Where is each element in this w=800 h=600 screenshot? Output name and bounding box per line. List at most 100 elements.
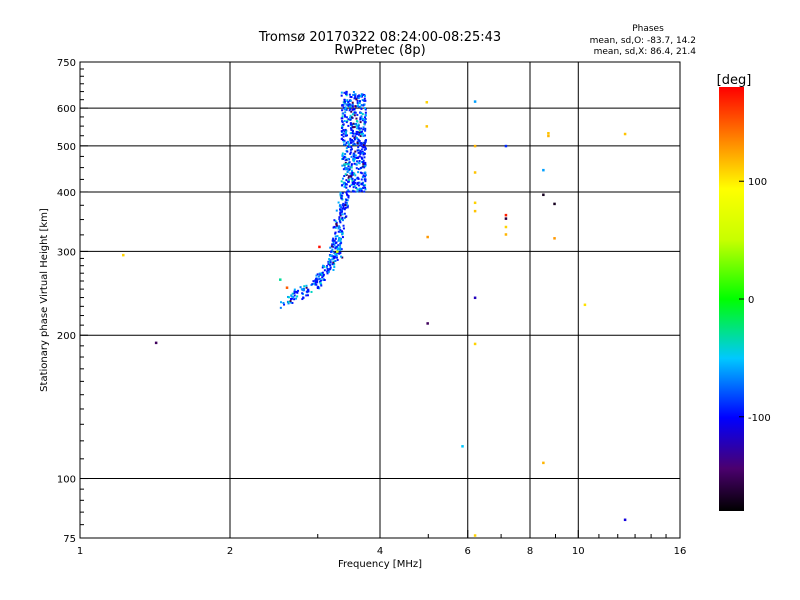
trace-point [339, 218, 342, 221]
trace-point [339, 211, 342, 214]
trace-point [290, 298, 293, 301]
x-tick-label: 16 [674, 546, 687, 557]
x-tick-label: 2 [227, 546, 233, 557]
trace-point [356, 99, 359, 102]
trace-point [364, 142, 367, 145]
x-tick-label: 10 [572, 546, 585, 557]
trace-point [362, 162, 365, 165]
trace-point [344, 201, 347, 204]
trace-point [347, 100, 350, 103]
trace-point [352, 180, 355, 183]
trace-point [347, 103, 350, 106]
trace-point [349, 172, 352, 175]
trace-point [334, 259, 337, 262]
trace-point [360, 148, 363, 151]
trace-point [338, 237, 341, 240]
scatter-point [473, 144, 477, 148]
trace-point [293, 288, 296, 291]
scatter-point [623, 518, 627, 522]
scatter-point [279, 278, 282, 281]
trace-point [334, 235, 337, 238]
trace-point [346, 190, 349, 193]
trace-point [345, 92, 348, 95]
trace-point [348, 185, 351, 188]
trace-point [360, 95, 363, 98]
trace-point [330, 254, 333, 257]
trace-point [338, 226, 341, 229]
trace-point [341, 112, 344, 115]
trace-point [315, 277, 318, 280]
trace-point [352, 122, 355, 125]
trace-point [341, 232, 344, 235]
trace-point [314, 279, 317, 282]
trace-point [329, 255, 332, 258]
trace-point [279, 306, 282, 309]
trace-point [334, 237, 337, 240]
trace-point [326, 272, 329, 275]
trace-point [343, 181, 346, 184]
trace-point [356, 160, 359, 163]
trace-point [352, 157, 355, 160]
trace-point [312, 280, 315, 283]
trace-point [333, 225, 336, 228]
trace-point [337, 226, 340, 229]
trace-point [360, 172, 363, 175]
trace-point [356, 138, 359, 141]
trace-point [351, 181, 354, 184]
scatter-point [553, 202, 556, 206]
trace-point [340, 197, 343, 200]
trace-point [292, 296, 295, 299]
trace-point [352, 143, 355, 146]
trace-point [357, 171, 360, 174]
trace-point [287, 302, 290, 305]
trace-point [361, 152, 364, 155]
scatter-point [473, 100, 477, 103]
trace-point [359, 150, 362, 153]
trace-point [314, 283, 317, 286]
trace-point [349, 116, 352, 119]
trace-point [338, 238, 341, 241]
trace-point [353, 157, 356, 160]
trace-point [354, 150, 357, 153]
trace-point [355, 132, 358, 135]
trace-point [363, 166, 366, 169]
trace-point [347, 189, 350, 192]
trace-point [342, 227, 345, 230]
trace-point [318, 272, 321, 275]
trace-point [363, 116, 366, 119]
trace-point [341, 177, 344, 180]
trace-point [328, 260, 331, 263]
trace-point [344, 106, 347, 109]
trace-point [319, 273, 322, 276]
trace-point [353, 111, 356, 114]
trace-point [302, 289, 305, 292]
trace-point [320, 284, 323, 287]
colorbar-tick-label: 100 [748, 177, 767, 188]
trace-point [320, 272, 323, 275]
x-tick-label: 1 [77, 546, 83, 557]
trace-point [346, 134, 349, 137]
trace-point [295, 297, 298, 300]
trace-point [359, 118, 362, 121]
trace-point [346, 168, 349, 171]
trace-point [340, 230, 343, 233]
trace-point [351, 105, 354, 108]
trace-point [350, 148, 353, 151]
scatter-point [285, 286, 289, 289]
trace-point [358, 101, 361, 104]
trace-point [359, 171, 362, 174]
trace-point [350, 183, 353, 186]
chart-subtitle: RwPretec (8p) [334, 43, 425, 58]
trace-point [341, 236, 344, 239]
colorbar-tick-label: 0 [748, 295, 754, 306]
trace-point [348, 178, 351, 181]
trace-point [313, 282, 316, 285]
trace-point [354, 111, 357, 114]
trace-point [355, 120, 358, 123]
trace-point [344, 204, 347, 207]
trace-point [357, 181, 360, 184]
scatter-point [426, 235, 429, 239]
trace-point [347, 180, 350, 183]
trace-point [334, 232, 337, 235]
trace-point [341, 138, 344, 141]
